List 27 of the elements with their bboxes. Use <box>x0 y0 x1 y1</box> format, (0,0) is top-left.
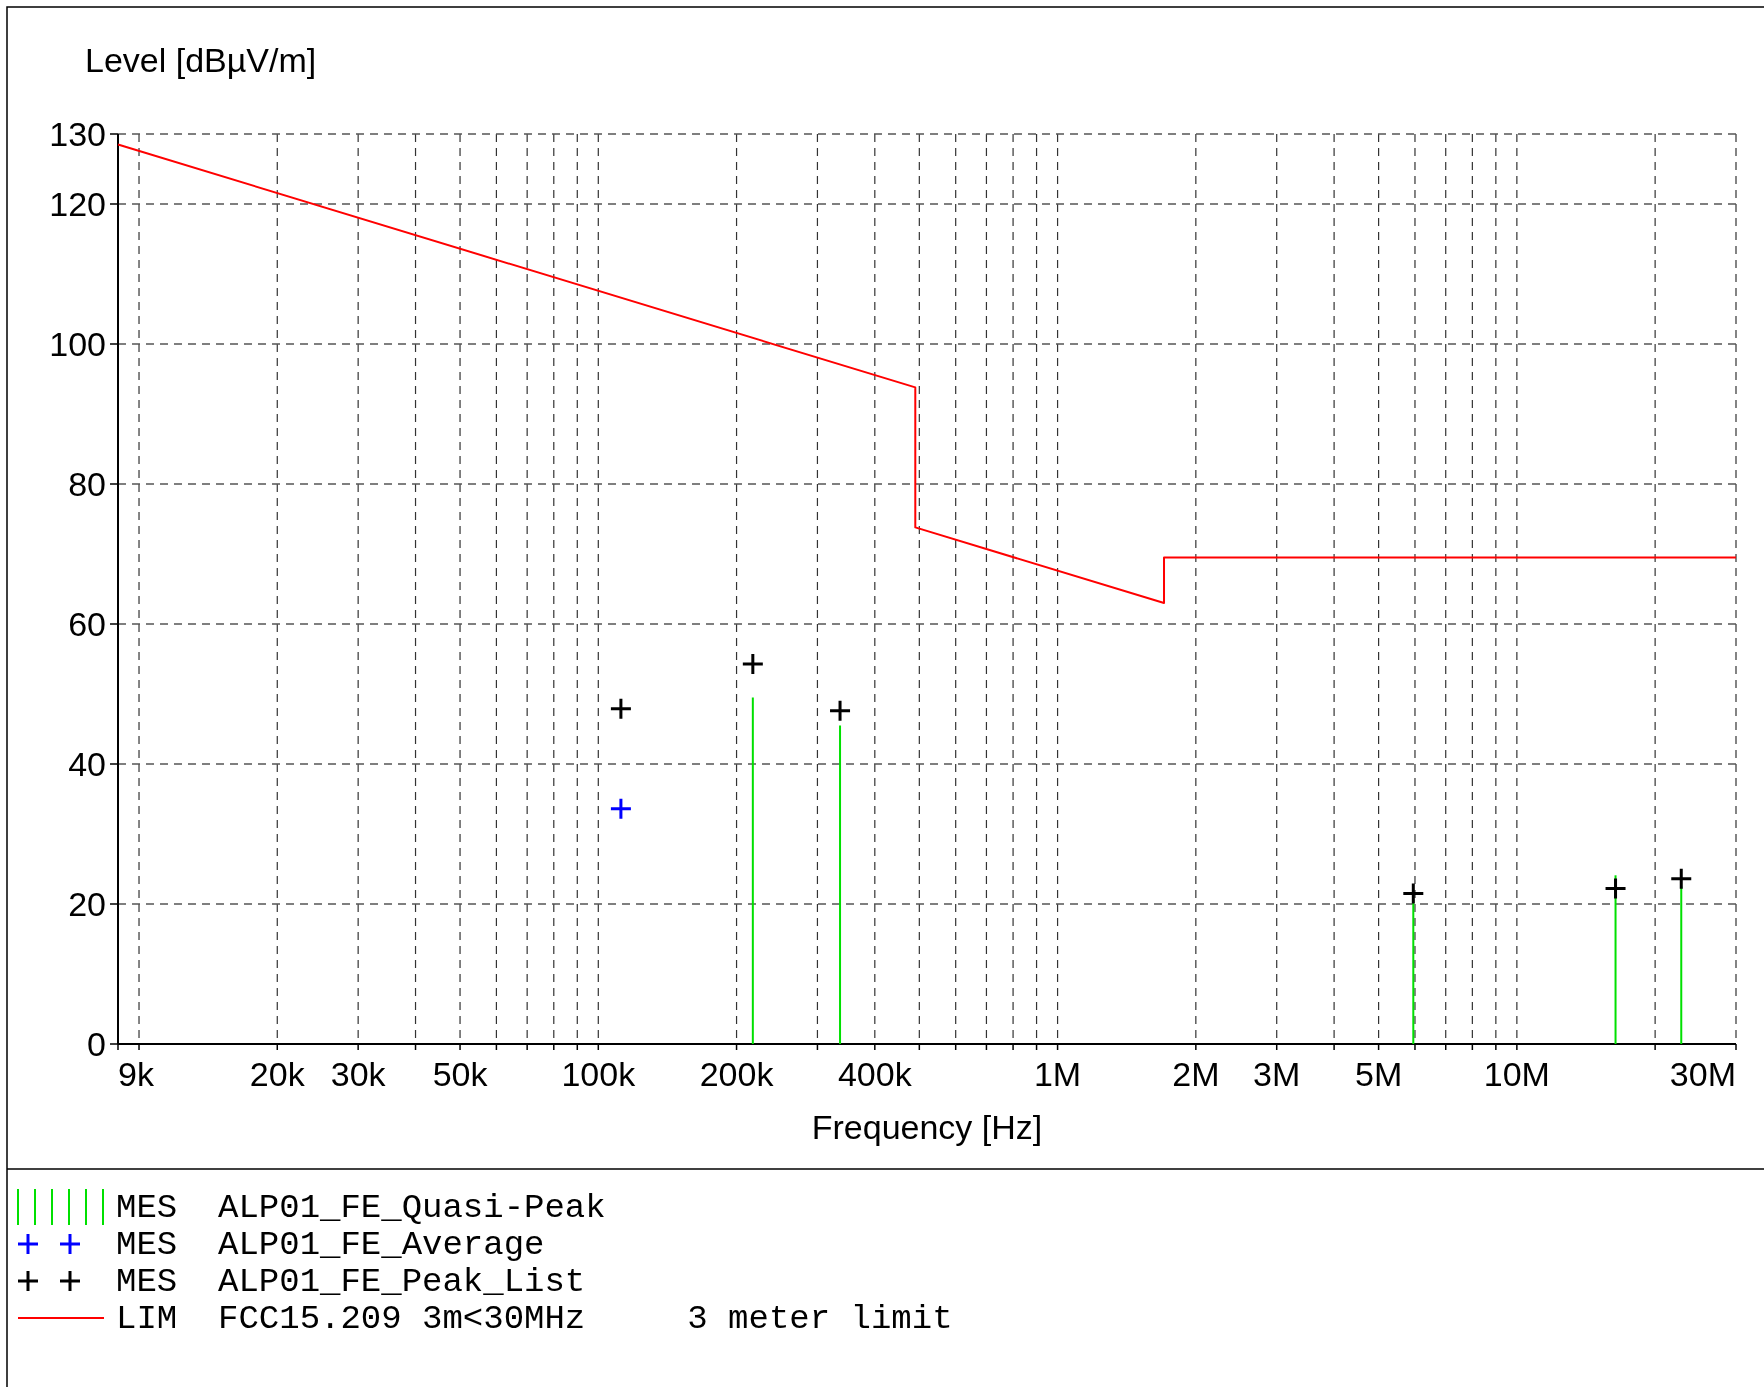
y-tick-label: 120 <box>49 184 106 223</box>
x-tick-label: 5M <box>1354 1055 1403 1093</box>
x-axis-title: Frequency [Hz] <box>811 1108 1043 1146</box>
y-tick-label: 80 <box>68 464 106 503</box>
x-tick-label: 30M <box>1669 1055 1736 1093</box>
y-tick-label: 0 <box>87 1024 106 1063</box>
legend-label: MES ALP01_FE_Quasi-Peak <box>116 1189 606 1227</box>
y-tick-label: 40 <box>68 744 106 783</box>
y-tick-label: 100 <box>49 324 106 363</box>
legend-label: MES ALP01_FE_Average <box>116 1226 545 1264</box>
x-tick-label: 10M <box>1483 1055 1550 1093</box>
y-axis-title: Level [dBµV/m] <box>85 41 317 79</box>
x-tick-label: 100k <box>561 1055 637 1093</box>
x-tick-label: 9k <box>118 1055 155 1093</box>
legend-label: MES ALP01_FE_Peak_List <box>116 1263 586 1301</box>
x-tick-label: 30k <box>330 1055 387 1093</box>
x-tick-label: 400k <box>837 1055 913 1093</box>
x-tick-label: 3M <box>1253 1055 1301 1093</box>
y-tick-label: 20 <box>68 884 106 923</box>
y-tick-label: 130 <box>49 114 106 153</box>
x-tick-label: 50k <box>432 1055 489 1093</box>
x-tick-label: 1M <box>1033 1055 1082 1093</box>
legend-label: LIM FCC15.209 3m<30MHz 3 meter limit <box>116 1300 953 1338</box>
x-tick-label: 20k <box>249 1055 306 1093</box>
x-tick-label: 200k <box>699 1055 775 1093</box>
x-tick-label: 2M <box>1172 1055 1220 1093</box>
y-tick-label: 60 <box>68 604 106 643</box>
